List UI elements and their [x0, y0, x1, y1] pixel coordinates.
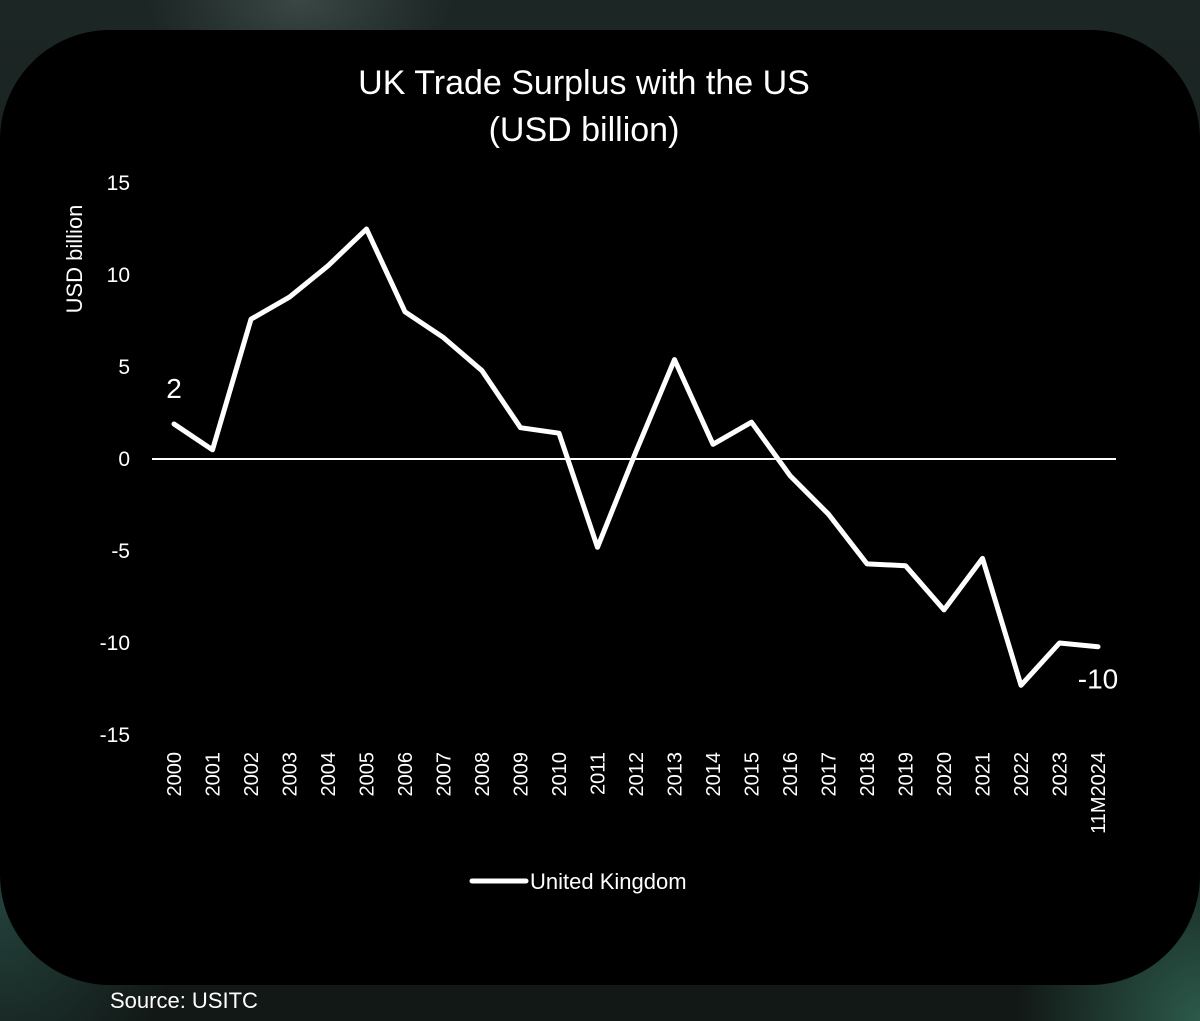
y-tick-label: 10	[107, 264, 130, 287]
chart-title-line2: (USD billion)	[489, 111, 680, 149]
chart-title-line1: UK Trade Surplus with the US	[358, 64, 810, 102]
x-tick-label: 2004	[318, 752, 340, 797]
x-tick-label: 2001	[203, 752, 225, 797]
x-tick-label: 2021	[973, 752, 995, 797]
x-tick-label: 2006	[395, 752, 417, 797]
y-axis-label: USD billion	[62, 205, 87, 314]
source-note: Source: USITC	[110, 988, 258, 1013]
x-tick-label: 2002	[241, 752, 263, 797]
x-tick-label: 2017	[819, 752, 841, 797]
data-label: -10	[1078, 664, 1118, 695]
x-tick-label: 2020	[934, 752, 956, 797]
y-tick-label: 0	[118, 448, 130, 471]
x-tick-label: 2014	[703, 752, 725, 797]
x-tick-label: 2003	[280, 752, 302, 797]
y-tick-label: -5	[111, 540, 130, 563]
y-tick-label: 5	[118, 356, 130, 379]
x-tick-label: 11M2024	[1088, 752, 1110, 834]
y-tick-label: -15	[100, 724, 130, 747]
x-tick-label: 2018	[857, 752, 879, 797]
x-tick-labels: 2000 2001 2002 2003 2004 2005 2006 2007 2008 2009…	[164, 752, 1110, 834]
legend: United Kingdom	[469, 869, 687, 894]
chart-card	[0, 30, 1200, 985]
x-tick-label: 2000	[164, 752, 186, 797]
x-tick-label: 2019	[896, 752, 918, 797]
x-tick-label: 2022	[1011, 752, 1033, 797]
legend-label: United Kingdom	[530, 869, 687, 894]
y-tick-labels: 15 10 5 0 -5 -10 -15	[100, 172, 130, 747]
data-annotations: 2 -10	[166, 373, 1118, 695]
x-tick-label: 2010	[549, 752, 571, 797]
x-tick-label: 2008	[472, 752, 494, 797]
x-tick-label: 2009	[511, 752, 533, 797]
y-tick-label: -10	[100, 632, 130, 655]
x-tick-label: 2007	[434, 752, 456, 797]
data-label: 2	[166, 373, 182, 404]
x-tick-label: 2012	[626, 752, 648, 797]
x-tick-label: 2016	[780, 752, 802, 797]
x-tick-label: 2011	[588, 752, 610, 795]
x-tick-label: 2013	[665, 752, 687, 797]
series-line-united-kingdom	[171, 226, 1101, 688]
y-tick-label: 15	[107, 172, 130, 195]
x-tick-label: 2023	[1050, 752, 1072, 797]
x-tick-label: 2005	[357, 752, 379, 797]
x-tick-label: 2015	[742, 752, 764, 797]
